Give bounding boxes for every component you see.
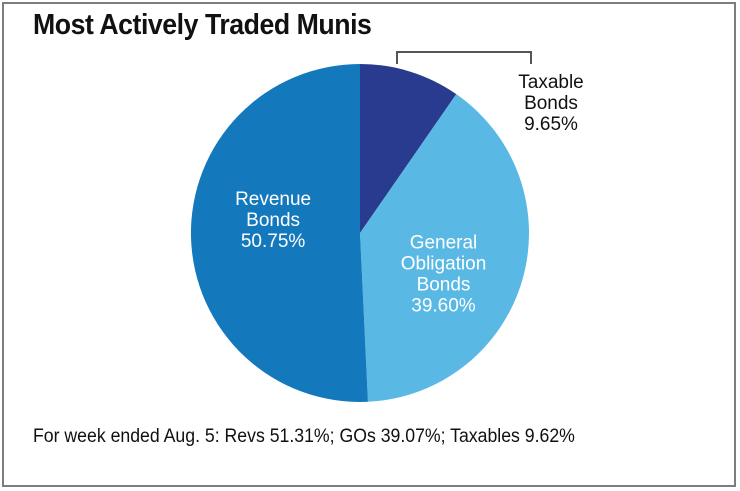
slice-label-revenue-bonds: Revenue Bonds 50.75% xyxy=(235,189,311,252)
slice-label-line: Bonds xyxy=(524,93,578,114)
pie-slice-taxable-bonds xyxy=(360,64,457,233)
slice-label-line: Bonds xyxy=(417,274,471,295)
pie-slice-general-obligation-bonds xyxy=(360,94,530,402)
slice-label-line: 50.75% xyxy=(241,231,306,252)
slice-label-line: Obligation xyxy=(401,253,487,274)
slice-label-line: Bonds xyxy=(246,210,300,231)
slice-label-line: Revenue xyxy=(235,189,311,210)
slice-label-general-obligation-bonds: General Obligation Bonds 39.60% xyxy=(401,232,487,316)
footnote: For week ended Aug. 5: Revs 51.31%; GOs … xyxy=(33,426,575,447)
slice-label-line: 39.60% xyxy=(411,295,476,316)
pie-slice-revenue-bonds xyxy=(190,63,368,403)
chart-title: Most Actively Traded Munis xyxy=(33,9,372,41)
slice-label-line: Taxable xyxy=(518,72,584,93)
slice-label-taxable-bonds: Taxable Bonds 9.65% xyxy=(518,72,584,135)
slice-label-line: 9.65% xyxy=(524,114,578,135)
leader-line-taxable-bonds xyxy=(396,51,532,64)
slice-label-line: General xyxy=(410,232,478,253)
